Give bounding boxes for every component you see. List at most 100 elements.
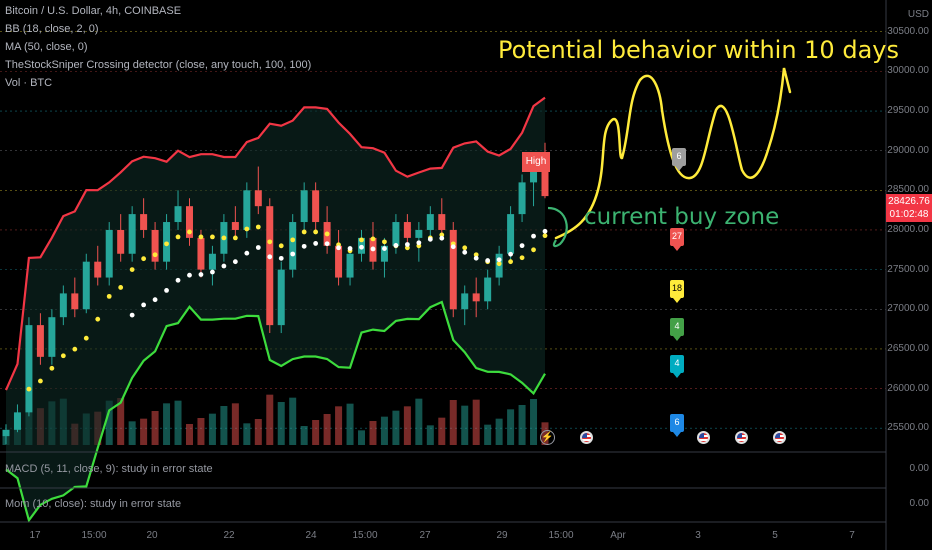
candle bbox=[94, 261, 102, 278]
crossing-marker[interactable]: 6 bbox=[670, 414, 684, 437]
volume-bar bbox=[507, 409, 515, 445]
bb-basis-dot bbox=[83, 335, 89, 341]
volume-bar bbox=[254, 419, 262, 445]
volume-bar bbox=[415, 398, 423, 445]
candle bbox=[13, 412, 21, 430]
legend-ma[interactable]: MA (50, close, 0) bbox=[5, 41, 88, 53]
ma-dot bbox=[508, 251, 513, 257]
volume-bar bbox=[140, 418, 148, 445]
volume-bar bbox=[484, 424, 492, 445]
bb-basis-dot bbox=[531, 247, 536, 253]
ma-dot bbox=[416, 240, 422, 246]
volume-bar bbox=[105, 400, 113, 445]
macd-pane-title[interactable]: MACD (5, 11, close, 9): study in error s… bbox=[5, 463, 213, 475]
bb-basis-dot bbox=[49, 365, 55, 371]
us-flag-icon[interactable] bbox=[773, 431, 786, 444]
legend-bb[interactable]: BB (18, close, 2, 0) bbox=[5, 23, 99, 35]
candle bbox=[266, 206, 274, 326]
candle bbox=[2, 429, 10, 437]
bb-lower-line bbox=[5, 300, 546, 523]
bb-basis-dot bbox=[72, 346, 78, 352]
price-tick-label: 26000.00 bbox=[887, 382, 929, 394]
candle bbox=[438, 214, 446, 230]
ma-dot bbox=[244, 250, 250, 256]
us-flag-icon[interactable] bbox=[735, 431, 748, 444]
price-tick-label: 29000.00 bbox=[887, 144, 929, 156]
annotation-buy-zone[interactable]: current buy zone bbox=[584, 204, 780, 230]
macd-axis-value: 0.00 bbox=[909, 463, 929, 474]
volume-bar bbox=[346, 403, 354, 445]
bb-basis-dot bbox=[382, 239, 387, 245]
volume-bar bbox=[151, 411, 159, 445]
mom-pane-title[interactable]: Mom (10, close): study in error state bbox=[5, 498, 182, 510]
time-tick-label: 22 bbox=[223, 530, 235, 541]
annotation-potential-behavior[interactable]: Potential behavior within 10 days bbox=[498, 36, 899, 64]
bb-basis-dot bbox=[370, 236, 376, 242]
ma-dot bbox=[267, 254, 273, 260]
candle bbox=[472, 293, 480, 302]
crossing-marker[interactable]: 4 bbox=[670, 318, 684, 341]
volume-bar bbox=[197, 418, 205, 445]
bb-basis-dot bbox=[26, 386, 32, 392]
bb-basis-dot bbox=[38, 378, 43, 384]
legend-detector[interactable]: TheStockSniper Crossing detector (close,… bbox=[5, 59, 312, 71]
ma-dot bbox=[462, 249, 468, 255]
candle bbox=[128, 214, 136, 254]
candle bbox=[197, 237, 205, 270]
volume-bar bbox=[243, 423, 251, 445]
bb-basis-dot bbox=[60, 353, 66, 359]
bb-basis-dot bbox=[210, 234, 215, 240]
volume-bar bbox=[495, 418, 503, 445]
time-tick-label: 20 bbox=[146, 530, 158, 541]
ma-dot bbox=[519, 243, 525, 249]
ma-dot bbox=[301, 243, 307, 249]
candle bbox=[449, 229, 457, 310]
bb-basis-dot bbox=[324, 231, 330, 237]
volume-bar bbox=[185, 424, 193, 445]
bb-basis-dot bbox=[221, 235, 227, 241]
ma-dot bbox=[496, 257, 502, 263]
candle bbox=[541, 166, 549, 197]
volume-bar bbox=[426, 425, 434, 445]
bb-basis-dot bbox=[129, 267, 135, 273]
ma-dot bbox=[531, 233, 536, 239]
bb-basis-dot bbox=[542, 233, 548, 239]
ma-dot bbox=[359, 244, 364, 250]
us-flag-icon[interactable] bbox=[580, 431, 593, 444]
mom-axis-value: 0.00 bbox=[909, 498, 929, 509]
crossing-marker[interactable]: 27 bbox=[670, 228, 684, 251]
bb-basis-dot bbox=[278, 243, 284, 249]
candle bbox=[415, 229, 423, 238]
candle bbox=[25, 325, 33, 413]
symbol-title[interactable]: Bitcoin / U.S. Dollar, 4h, COINBASE bbox=[5, 5, 182, 17]
volume-bar bbox=[438, 417, 446, 445]
volume-bar bbox=[266, 394, 274, 445]
crossing-marker[interactable]: 6 bbox=[672, 148, 686, 171]
volume-bar bbox=[472, 399, 480, 445]
crossing-marker[interactable]: 18 bbox=[670, 280, 684, 303]
volume-bar bbox=[208, 413, 216, 445]
candle bbox=[312, 190, 320, 223]
candle bbox=[461, 293, 469, 310]
volume-bar bbox=[163, 403, 171, 445]
legend-volume[interactable]: Vol · BTC bbox=[5, 77, 53, 89]
bb-basis-dot bbox=[255, 224, 261, 230]
candle bbox=[518, 182, 526, 215]
candle bbox=[530, 166, 538, 183]
candle bbox=[105, 229, 113, 278]
candle bbox=[117, 229, 125, 254]
us-flag-icon[interactable] bbox=[697, 431, 710, 444]
bb-basis-dot bbox=[164, 241, 169, 247]
volume-bar bbox=[312, 420, 320, 445]
volume-bar bbox=[380, 416, 388, 445]
buy-zone-bracket bbox=[547, 206, 568, 248]
crossing-marker[interactable]: 4 bbox=[670, 355, 684, 378]
bb-fill bbox=[6, 97, 545, 521]
candle bbox=[392, 222, 400, 246]
ma-dot bbox=[485, 258, 491, 263]
volume-bar bbox=[174, 400, 182, 445]
ma-dot bbox=[473, 255, 479, 261]
lightning-icon[interactable]: ⚡ bbox=[540, 430, 555, 445]
